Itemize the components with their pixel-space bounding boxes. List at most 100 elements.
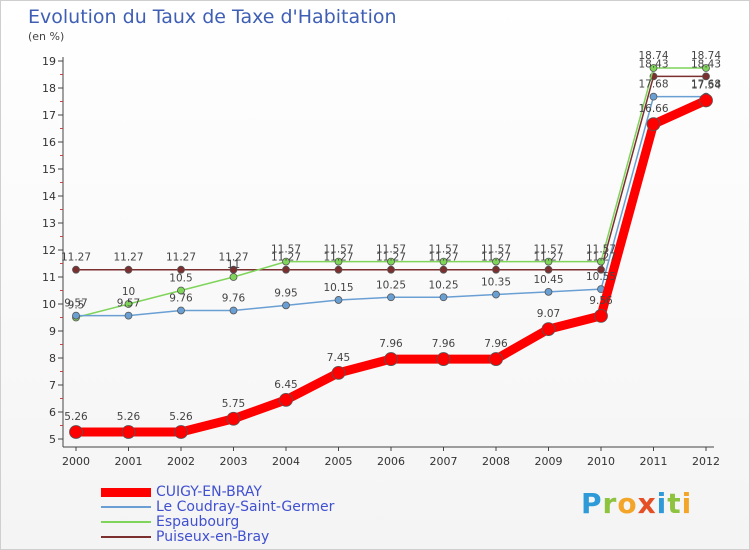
data-label: 9.57 bbox=[64, 298, 87, 310]
data-label: 11.27 bbox=[428, 252, 458, 264]
data-point bbox=[331, 365, 346, 380]
x-tick-label: 2006 bbox=[377, 455, 405, 468]
data-label: 10 bbox=[122, 286, 135, 298]
data-point bbox=[282, 301, 290, 310]
data-point bbox=[69, 425, 83, 439]
logo-letter: x bbox=[637, 487, 657, 520]
legend-swatch bbox=[101, 487, 151, 497]
data-point bbox=[72, 311, 80, 320]
data-label: 11.27 bbox=[481, 252, 511, 264]
x-tick-label: 2003 bbox=[220, 455, 248, 468]
data-point bbox=[174, 425, 188, 439]
data-point bbox=[279, 392, 293, 407]
data-point bbox=[334, 296, 343, 304]
y-tick-label: 15 bbox=[42, 163, 56, 176]
data-label: 5.26 bbox=[117, 411, 141, 423]
y-tick-label: 10 bbox=[42, 298, 56, 311]
data-point bbox=[492, 257, 500, 266]
data-point bbox=[282, 265, 290, 274]
data-label: 18.43 bbox=[691, 58, 721, 70]
x-tick-label: 2000 bbox=[62, 455, 90, 468]
y-tick-label: 8 bbox=[49, 352, 56, 365]
legend-label: CUIGY-EN-BRAY bbox=[156, 484, 262, 500]
data-label: 5.26 bbox=[169, 411, 193, 423]
legend-swatch bbox=[101, 536, 151, 538]
data-label: 9.76 bbox=[169, 292, 193, 304]
data-label: 11.57 bbox=[271, 244, 301, 256]
data-point bbox=[699, 93, 713, 108]
y-tick-label: 7 bbox=[49, 379, 56, 392]
data-point bbox=[702, 64, 710, 72]
y-tick-label: 14 bbox=[42, 190, 56, 203]
y-tick-label: 9 bbox=[49, 325, 56, 338]
data-point bbox=[124, 265, 133, 274]
data-label: 6.45 bbox=[274, 379, 297, 391]
data-point bbox=[439, 265, 448, 274]
data-point bbox=[334, 257, 343, 266]
legend-swatch bbox=[101, 521, 151, 523]
data-label: 10.25 bbox=[376, 279, 406, 291]
x-tick-label: 2010 bbox=[587, 455, 615, 468]
data-label: 17.54 bbox=[691, 79, 721, 91]
data-point bbox=[492, 290, 500, 299]
series-line bbox=[75, 75, 707, 271]
data-point bbox=[121, 425, 136, 439]
data-point bbox=[649, 64, 658, 72]
data-labels-layer: 11.27 11.27 11.27 11.27 11.27 11.27 11.27 11.27… bbox=[61, 50, 721, 423]
data-label: 9.56 bbox=[589, 295, 613, 307]
series-puiseux-en-bray bbox=[72, 72, 710, 274]
data-point bbox=[489, 352, 503, 366]
data-label: 11.27 bbox=[376, 252, 406, 264]
x-tick-label: 2009 bbox=[535, 455, 563, 468]
data-label: 9.57 bbox=[117, 298, 140, 310]
data-label: 11.27 bbox=[166, 252, 196, 264]
data-label: 17.68 bbox=[691, 79, 721, 91]
data-label: 11.57 bbox=[376, 244, 406, 256]
logo-letter: i bbox=[656, 487, 668, 520]
data-point bbox=[544, 287, 553, 296]
y-tick-label: 12 bbox=[42, 244, 56, 257]
data-label: 11.27 bbox=[218, 252, 248, 264]
data-point bbox=[439, 293, 448, 302]
data-label: 10.5 bbox=[169, 273, 192, 285]
data-label: 7.96 bbox=[484, 338, 508, 350]
data-point bbox=[226, 411, 241, 426]
data-point bbox=[594, 308, 608, 323]
data-point bbox=[229, 273, 238, 281]
y-tick-label: 6 bbox=[49, 406, 56, 419]
data-point bbox=[124, 300, 133, 308]
data-point bbox=[544, 257, 553, 266]
data-label: 11.57 bbox=[533, 244, 563, 256]
data-point bbox=[544, 265, 553, 274]
x-tick-label: 2008 bbox=[482, 455, 510, 468]
data-label: 11.27 bbox=[61, 252, 91, 264]
data-label: 11.27 bbox=[533, 252, 563, 264]
data-point bbox=[384, 352, 398, 366]
data-label: 5.26 bbox=[64, 411, 88, 423]
data-point bbox=[439, 257, 448, 266]
data-point bbox=[177, 306, 185, 315]
data-label: 9.95 bbox=[274, 287, 297, 299]
logo-letter: P bbox=[581, 487, 603, 520]
logo-letter: o bbox=[617, 487, 638, 520]
data-point bbox=[387, 257, 395, 266]
data-label: 11.57 bbox=[428, 244, 458, 256]
data-label: 11 bbox=[227, 259, 240, 271]
series-layer bbox=[69, 64, 713, 439]
y-tick-label: 11 bbox=[42, 271, 56, 284]
data-label: 7.96 bbox=[432, 338, 456, 350]
data-label: 10.45 bbox=[533, 274, 563, 286]
data-label: 18.43 bbox=[638, 58, 668, 70]
data-point bbox=[649, 92, 658, 101]
data-label: 10.15 bbox=[323, 282, 353, 294]
logo-letter: r bbox=[602, 487, 618, 520]
data-point bbox=[229, 306, 238, 315]
y-tick-label: 13 bbox=[42, 217, 56, 230]
chart-unit-label: (en %) bbox=[28, 30, 65, 43]
y-tick-label: 17 bbox=[42, 109, 56, 122]
legend-swatch bbox=[101, 506, 151, 508]
data-label: 11.27 bbox=[586, 252, 616, 264]
x-tick-label: 2011 bbox=[640, 455, 668, 468]
data-label: 17.68 bbox=[638, 79, 668, 91]
